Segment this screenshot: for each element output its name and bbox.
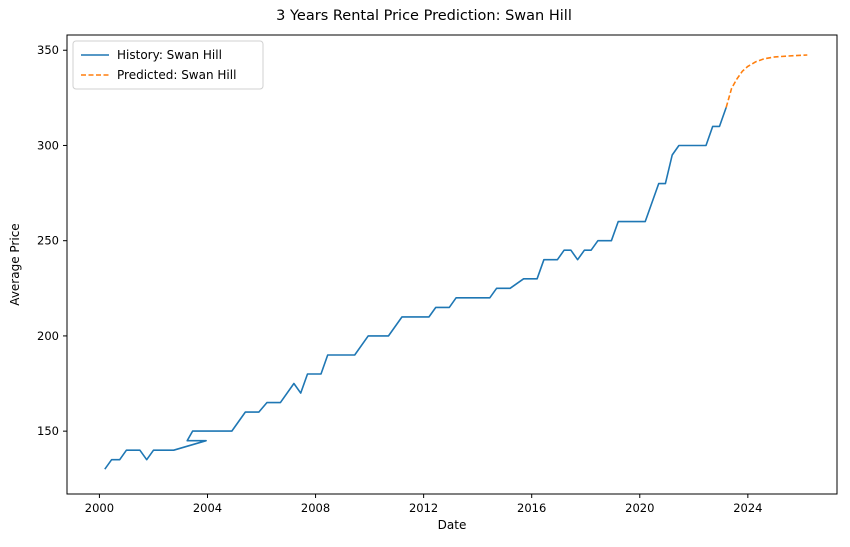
- x-tick-label: 2020: [625, 501, 654, 515]
- x-tick-label: 2004: [193, 501, 222, 515]
- legend: History: Swan Hill Predicted: Swan Hill: [72, 40, 264, 90]
- legend-label: Predicted: Swan Hill: [117, 68, 236, 82]
- legend-box: [72, 40, 264, 90]
- history-series-line: [104, 107, 727, 470]
- x-tick-label: 2016: [517, 501, 546, 515]
- x-tick-label: 2012: [409, 501, 438, 515]
- y-axis: 150 200 250 300 350: [37, 43, 67, 438]
- y-tick-label: 250: [37, 234, 59, 248]
- legend-label: History: Swan Hill: [117, 48, 222, 62]
- x-tick-label: 2008: [301, 501, 330, 515]
- predicted-series-line: [725, 54, 808, 108]
- y-tick-label: 350: [37, 43, 59, 57]
- plot-area-frame: [66, 34, 838, 495]
- x-axis-title: Date: [438, 518, 467, 532]
- y-tick-label: 200: [37, 329, 59, 343]
- y-tick-label: 300: [37, 138, 59, 152]
- x-axis: 2000 2004 2008 2012 2016 2020 2024: [85, 494, 762, 515]
- x-tick-label: 2024: [733, 501, 762, 515]
- x-tick-label: 2000: [85, 501, 114, 515]
- series-layer: [104, 54, 808, 470]
- y-tick-label: 150: [37, 424, 59, 438]
- y-axis-title: Average Price: [8, 223, 22, 305]
- chart-title: 3 Years Rental Price Prediction: Swan Hi…: [276, 8, 572, 24]
